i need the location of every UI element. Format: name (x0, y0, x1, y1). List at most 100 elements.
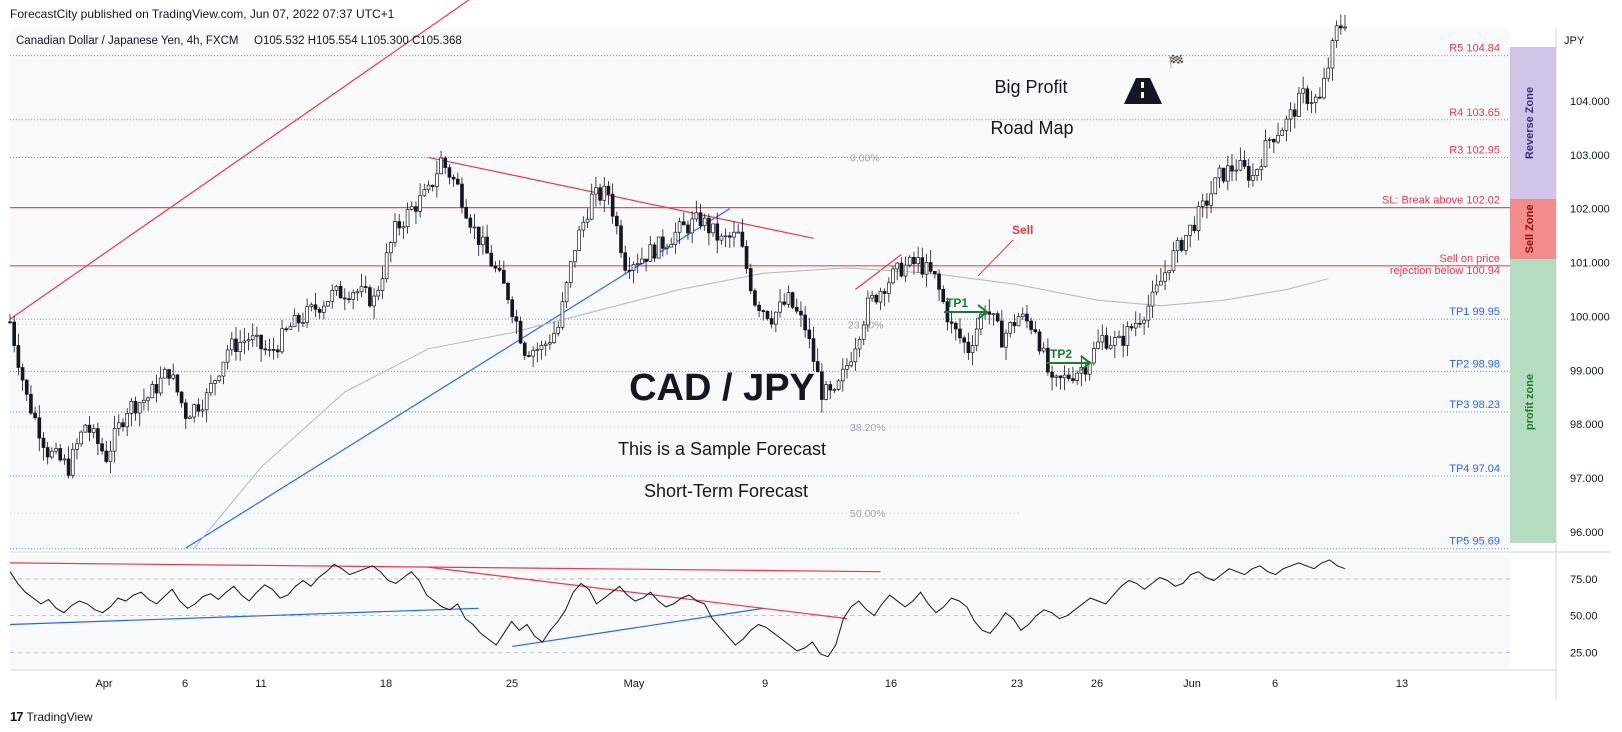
time-tick-label: 23 (1011, 678, 1023, 690)
candle-up (1163, 272, 1167, 282)
candle-up (840, 368, 845, 382)
candle-down (623, 252, 628, 271)
candle-down (363, 286, 368, 288)
candle-up (1322, 77, 1326, 99)
candle-up (723, 235, 728, 238)
candle-down (686, 224, 690, 234)
rsi-trend-line (428, 566, 848, 620)
candle-up (481, 236, 485, 245)
candle-down (96, 428, 100, 445)
candle-up (1125, 326, 1130, 346)
candle-up (564, 282, 569, 303)
candle-down (196, 404, 201, 412)
candle-up (1154, 284, 1159, 293)
candle-down (522, 342, 527, 356)
candle-up (1171, 250, 1176, 271)
tradingview-brand-label: TradingView (26, 709, 93, 724)
candle-down (468, 217, 473, 228)
trend-line (854, 253, 902, 290)
candle-up (774, 311, 778, 325)
candle-up (1188, 224, 1192, 236)
candle-up (1301, 88, 1305, 94)
candle-up (979, 313, 983, 330)
price-tick-label: 103.000 (1570, 150, 1610, 162)
candle-up (112, 427, 117, 452)
candle-up (568, 261, 573, 283)
candle-up (376, 290, 381, 297)
candle-up (1280, 129, 1285, 136)
candle-up (1146, 305, 1151, 321)
candle-down (234, 338, 238, 352)
tradingview-brand[interactable]: 17 TradingView (10, 709, 93, 724)
candle-down (707, 217, 711, 234)
candle-up (246, 339, 251, 342)
rsi-line (9, 559, 1346, 658)
candle-up (924, 262, 929, 275)
candle-up (585, 218, 590, 223)
candle-up (573, 250, 577, 263)
candle-up (1343, 26, 1347, 29)
main-title: CAD / JPY (629, 367, 815, 409)
candle-down (1071, 378, 1075, 381)
candle-up (1092, 348, 1096, 364)
candle-down (12, 321, 16, 346)
candle-up (1100, 335, 1105, 343)
candle-down (1292, 109, 1297, 117)
candle-up (991, 313, 996, 316)
level-label-line2: rejection below 100.94 (1390, 265, 1500, 277)
candle-down (740, 231, 745, 247)
candle-down (727, 235, 732, 238)
reverse-zone-label: Reverse Zone (1524, 87, 1536, 159)
candle-down (497, 267, 502, 271)
candle-up (548, 342, 552, 345)
time-tick-label: May (624, 678, 645, 690)
candle-down (154, 384, 159, 394)
candle-up (1209, 193, 1213, 206)
candle-up (322, 305, 326, 313)
level-label: TP3 98.23 (1449, 399, 1500, 411)
candle-down (615, 215, 619, 227)
candle-up (560, 301, 565, 328)
candle-up (116, 422, 121, 429)
candle-up (1200, 200, 1205, 207)
flag-icon: 🏁 (1168, 54, 1184, 69)
moving-average-line (193, 267, 1329, 549)
time-tick-label: 26 (1091, 678, 1103, 690)
reverse-zone-box (1510, 47, 1556, 199)
candle-up (669, 244, 674, 248)
candle-down (782, 301, 787, 305)
candle-down (1104, 335, 1109, 349)
candle-up (853, 348, 858, 363)
sell-annotation: Sell (1012, 223, 1033, 237)
candle-up (1184, 235, 1188, 251)
candle-up (405, 209, 410, 227)
candle-up (916, 257, 920, 265)
candle-down (769, 318, 774, 325)
candle-up (711, 223, 715, 234)
candle-up (1062, 374, 1067, 379)
candle-down (1066, 374, 1071, 379)
candle-up (334, 285, 339, 291)
candle-up (824, 384, 828, 400)
candle-down (58, 448, 63, 461)
candle-up (242, 340, 247, 343)
time-tick-label: Apr (95, 678, 112, 690)
candle-down (958, 328, 962, 339)
time-tick-label: 25 (506, 678, 518, 690)
candle-down (443, 157, 448, 168)
candle-down (1272, 138, 1276, 143)
candle-down (807, 329, 812, 339)
tp1-arrow-label: TP1 (946, 296, 968, 310)
candle-up (1251, 175, 1255, 181)
candle-up (870, 294, 874, 299)
candle-down (510, 299, 515, 318)
candle-up (1226, 165, 1230, 182)
candle-up (895, 262, 900, 270)
candle-up (188, 416, 192, 419)
candle-up (200, 409, 205, 412)
sample-forecast-label: This is a Sample Forecast (618, 439, 826, 459)
candle-up (1113, 337, 1117, 346)
candle-down (606, 185, 611, 195)
candle-up (129, 401, 134, 414)
